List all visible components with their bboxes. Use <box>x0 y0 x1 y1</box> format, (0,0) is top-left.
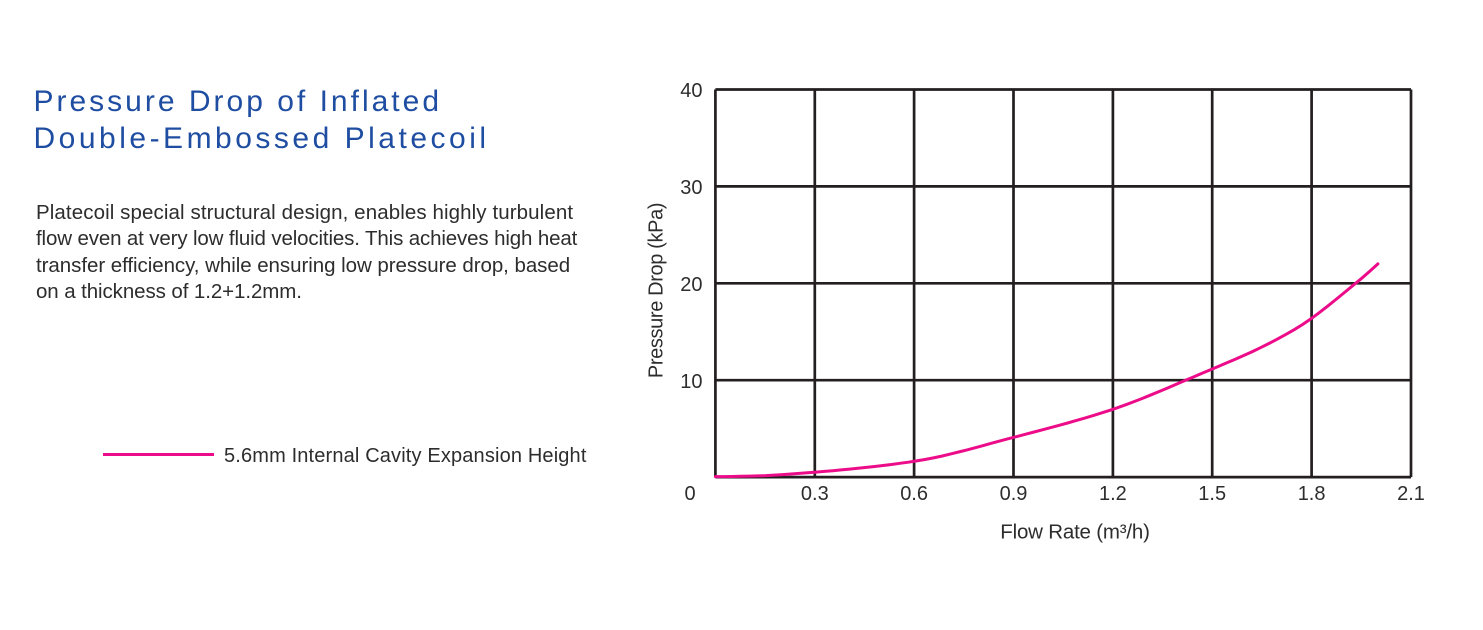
svg-text:40: 40 <box>680 80 702 102</box>
svg-text:0.3: 0.3 <box>801 483 829 505</box>
svg-text:1.2: 1.2 <box>1099 483 1127 505</box>
svg-text:10: 10 <box>680 371 702 393</box>
svg-text:Flow Rate (m³/h): Flow Rate (m³/h) <box>1000 521 1149 544</box>
svg-text:20: 20 <box>680 274 702 296</box>
svg-text:0.9: 0.9 <box>1000 483 1028 505</box>
svg-text:30: 30 <box>680 177 702 199</box>
svg-text:2.1: 2.1 <box>1397 483 1425 505</box>
svg-text:0.6: 0.6 <box>900 483 928 505</box>
svg-text:Pressure Drop (kPa): Pressure Drop (kPa) <box>646 203 668 378</box>
svg-text:1.8: 1.8 <box>1298 483 1326 505</box>
svg-text:0: 0 <box>684 483 695 505</box>
svg-text:1.5: 1.5 <box>1198 483 1226 505</box>
